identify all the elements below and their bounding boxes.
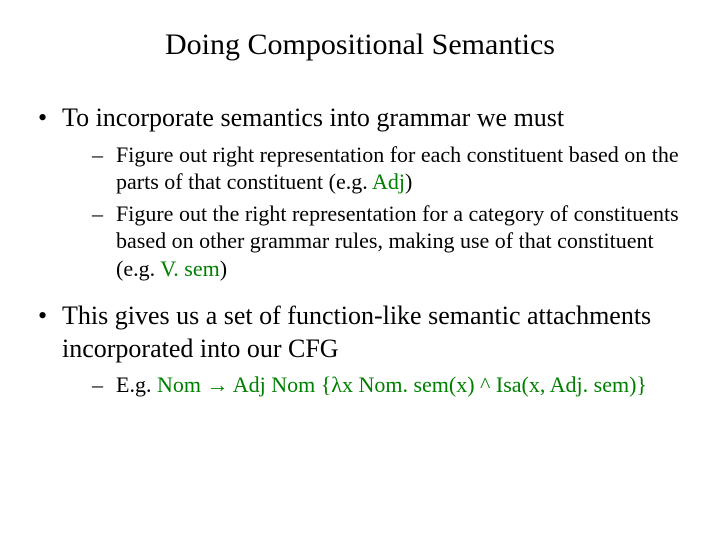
sub-text-accent: Nom → Adj Nom {λx Nom. sem(x) ^ Isa(x, A… [157,372,647,397]
sub-text-accent: V. sem [160,256,220,281]
bullet-list: To incorporate semantics into grammar we… [32,102,688,399]
sub-bullet-item: Figure out the right representation for … [62,200,688,283]
bullet-item: To incorporate semantics into grammar we… [32,102,688,282]
sub-text-post: ) [220,256,227,281]
sub-bullet-item: E.g. Nom → Adj Nom {λx Nom. sem(x) ^ Isa… [62,371,688,399]
sub-bullet-list: Figure out right representation for each… [62,141,688,283]
sub-text-post: ) [405,169,412,194]
sub-text-accent: Adj [372,169,405,194]
bullet-item: This gives us a set of function-like sem… [32,300,688,399]
slide: Doing Compositional Semantics To incorpo… [0,0,720,540]
bullet-text: This gives us a set of function-like sem… [62,301,651,363]
sub-bullet-item: Figure out right representation for each… [62,141,688,196]
sub-text-pre: E.g. [116,372,157,397]
slide-body: To incorporate semantics into grammar we… [0,102,720,399]
bullet-text: To incorporate semantics into grammar we… [62,103,564,132]
slide-title: Doing Compositional Semantics [0,0,720,82]
sub-bullet-list: E.g. Nom → Adj Nom {λx Nom. sem(x) ^ Isa… [62,371,688,399]
